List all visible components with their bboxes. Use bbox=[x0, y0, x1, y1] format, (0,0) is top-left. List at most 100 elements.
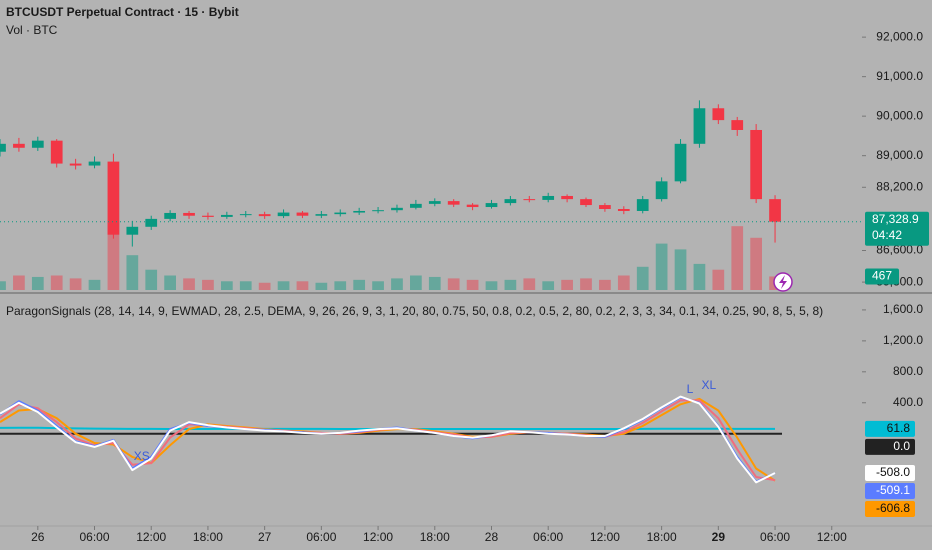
candle-body bbox=[769, 199, 781, 222]
candle-body bbox=[523, 199, 536, 201]
y-tick-label: 400.0 bbox=[893, 395, 923, 409]
x-tick-label: 29 bbox=[712, 530, 726, 544]
x-tick-label: 28 bbox=[485, 530, 499, 544]
volume-bar bbox=[693, 263, 706, 290]
volume-bar bbox=[617, 275, 630, 290]
volume-bar bbox=[239, 281, 252, 290]
candle-body bbox=[353, 210, 366, 213]
volume-bar bbox=[750, 237, 763, 290]
value-tag-box bbox=[865, 465, 915, 482]
volume-bar bbox=[428, 276, 441, 290]
last-price-label: 87,328.9 bbox=[872, 212, 919, 226]
volume-bar bbox=[580, 278, 592, 290]
candle-body bbox=[599, 205, 611, 210]
value-tag-box bbox=[865, 420, 915, 437]
candle-body bbox=[69, 163, 82, 166]
candle-body bbox=[239, 214, 252, 216]
x-tick-label: 12:00 bbox=[590, 530, 620, 544]
candle-body bbox=[636, 199, 649, 211]
candle-body bbox=[391, 207, 403, 211]
value-tag: -508.0 bbox=[876, 465, 910, 479]
volume-bar bbox=[334, 281, 347, 290]
candle-body bbox=[485, 203, 498, 208]
candle-body bbox=[183, 212, 195, 216]
volume-bar bbox=[636, 266, 649, 290]
candle-body bbox=[466, 204, 479, 208]
candle-body bbox=[277, 212, 290, 217]
volume-bar bbox=[0, 281, 6, 290]
candle-body bbox=[580, 199, 592, 206]
candle-body bbox=[296, 212, 309, 216]
volume-bar bbox=[220, 281, 233, 290]
y-tick-label: 1,600.0 bbox=[883, 302, 923, 316]
volume-bar bbox=[202, 279, 214, 290]
x-tick-label: 06:00 bbox=[80, 530, 110, 544]
volume-bar bbox=[372, 281, 384, 290]
candle-body bbox=[542, 195, 555, 200]
volume-bar bbox=[485, 281, 498, 290]
x-tick-label: 12:00 bbox=[136, 530, 166, 544]
x-tick-label: 06:00 bbox=[760, 530, 790, 544]
x-tick-label: 12:00 bbox=[363, 530, 393, 544]
volume-bar bbox=[164, 275, 176, 290]
candle-body bbox=[617, 209, 630, 211]
volume-bar bbox=[50, 275, 63, 290]
candle-body bbox=[504, 199, 517, 204]
volume-title: Vol · BTC bbox=[6, 23, 58, 37]
candle-body bbox=[674, 143, 687, 182]
x-tick-label: 12:00 bbox=[817, 530, 847, 544]
alert-bolt bbox=[779, 275, 787, 289]
indicator-title: ParagonSignals (28, 14, 14, 9, EWMAD, 28… bbox=[6, 304, 823, 318]
last-volume-label: 467 bbox=[872, 269, 892, 283]
x-tick-label: 26 bbox=[31, 530, 45, 544]
volume-bar bbox=[296, 281, 309, 290]
x-tick-label: 06:00 bbox=[533, 530, 563, 544]
y-tick-label: 92,000.0 bbox=[876, 29, 923, 43]
x-tick-label: 18:00 bbox=[420, 530, 450, 544]
candle-body bbox=[126, 226, 139, 235]
candle-body bbox=[410, 203, 422, 208]
volume-bar bbox=[13, 275, 25, 290]
candle-body bbox=[693, 108, 706, 144]
y-tick-label: 800.0 bbox=[893, 364, 923, 378]
y-tick-label: 91,000.0 bbox=[876, 69, 923, 83]
candle-body bbox=[447, 201, 460, 205]
candle-body bbox=[315, 214, 328, 216]
volume-bar bbox=[599, 279, 611, 290]
y-tick-label: 89,000.0 bbox=[876, 148, 923, 162]
value-tag-box bbox=[865, 501, 915, 518]
countdown-label: 04:42 bbox=[872, 228, 902, 242]
volume-bar bbox=[561, 279, 573, 290]
candle-body bbox=[31, 140, 44, 148]
candle-body bbox=[164, 212, 176, 219]
volume-bar bbox=[674, 249, 687, 290]
volume-bar bbox=[31, 276, 44, 290]
candle-body bbox=[372, 210, 384, 212]
candle-body bbox=[334, 212, 347, 215]
candle-body bbox=[202, 215, 214, 217]
volume-bar bbox=[731, 226, 744, 290]
x-tick-label: 27 bbox=[258, 530, 272, 544]
y-tick-label: 1,200.0 bbox=[883, 333, 923, 347]
value-tag: 61.8 bbox=[887, 421, 911, 435]
volume-bar bbox=[410, 275, 422, 290]
candle-body bbox=[13, 143, 25, 148]
candle-body bbox=[0, 143, 6, 152]
candle-body bbox=[220, 214, 233, 217]
candle-body bbox=[655, 181, 668, 200]
x-tick-label: 18:00 bbox=[193, 530, 223, 544]
candle-body bbox=[428, 201, 441, 204]
volume-bar bbox=[712, 269, 725, 290]
signal-label: XL bbox=[702, 378, 717, 392]
candle-body bbox=[731, 120, 744, 130]
volume-bar bbox=[504, 279, 517, 290]
y-tick-label: 90,000.0 bbox=[876, 108, 923, 122]
volume-bar bbox=[145, 269, 158, 290]
volume-bar bbox=[183, 278, 195, 290]
y-tick-label: 88,200.0 bbox=[876, 179, 923, 193]
candle-body bbox=[50, 140, 63, 164]
last-price-box bbox=[865, 211, 929, 246]
candle-body bbox=[712, 108, 725, 121]
